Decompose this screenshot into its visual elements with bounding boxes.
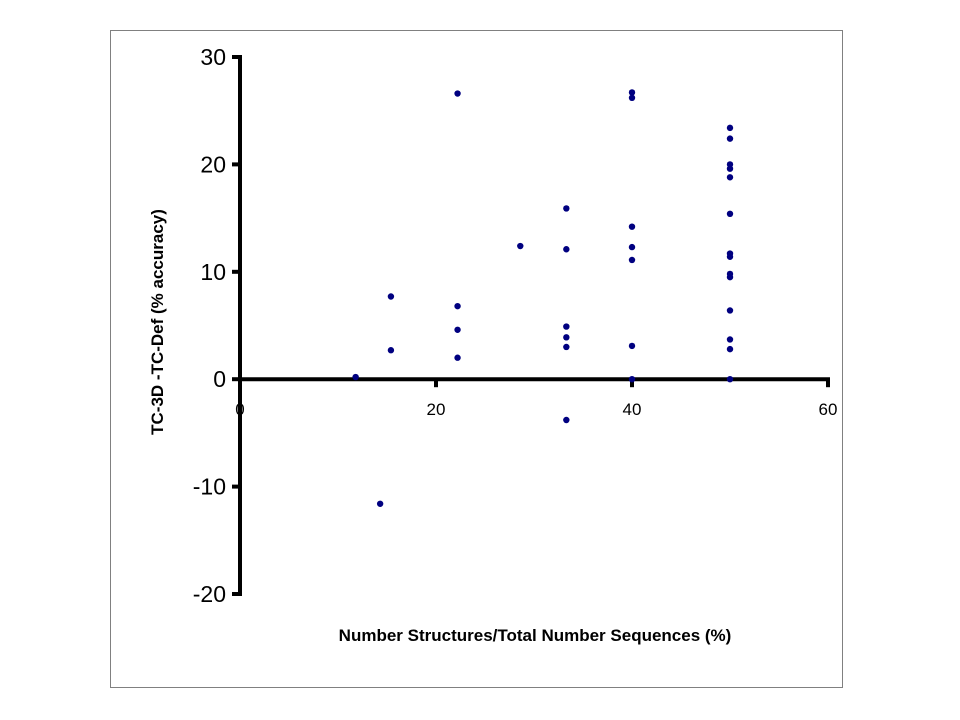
data-point: [454, 354, 461, 361]
data-point: [376, 500, 384, 507]
x-tick-label: 60: [819, 400, 838, 419]
y-axis-title: TC-3D -TC-Def (% accuracy): [148, 209, 167, 435]
data-point: [726, 174, 734, 181]
data-point: [726, 273, 734, 281]
data-point: [726, 376, 734, 383]
data-point: [726, 124, 734, 132]
x-axis-title: Number Structures/Total Number Sequences…: [339, 626, 732, 645]
data-point: [454, 90, 461, 97]
data-point: [726, 307, 734, 314]
data-point: [628, 342, 636, 350]
y-axis-ticks: -20 -10 0 10 20 30: [193, 44, 240, 607]
y-tick-label: 10: [200, 259, 226, 285]
y-tick-label: 0: [213, 366, 226, 392]
data-point: [726, 135, 734, 142]
y-tick-label: 30: [200, 44, 226, 70]
y-tick-label: -20: [193, 581, 226, 607]
data-point: [563, 416, 570, 424]
data-point: [563, 246, 570, 253]
data-point: [454, 302, 461, 310]
chart-frame: -20 -10 0 10 20 30 0 20 40 60 Number Structures/…: [110, 30, 843, 688]
data-point: [563, 343, 570, 351]
data-point: [563, 205, 570, 212]
data-point: [628, 89, 636, 96]
data-point: [628, 223, 636, 230]
data-point: [726, 253, 734, 260]
data-point: [387, 293, 395, 300]
data-point: [628, 243, 636, 251]
data-point: [352, 373, 359, 381]
x-tick-label: 40: [623, 400, 642, 419]
scatter-chart: -20 -10 0 10 20 30 0 20 40 60 Number Structures/…: [148, 44, 837, 645]
y-tick-label: -10: [193, 474, 226, 500]
data-point: [517, 242, 524, 250]
data-point: [563, 334, 570, 341]
data-point: [628, 256, 636, 264]
data-point: [726, 165, 734, 172]
x-tick-label: 20: [427, 400, 446, 419]
data-points: [352, 89, 734, 507]
data-point: [387, 347, 395, 354]
data-point: [563, 323, 570, 330]
data-point: [628, 376, 636, 383]
data-point: [726, 210, 734, 218]
data-point: [726, 345, 734, 353]
data-point: [628, 94, 636, 102]
y-tick-label: 20: [200, 151, 226, 177]
data-point: [726, 336, 734, 343]
data-point: [454, 326, 461, 333]
